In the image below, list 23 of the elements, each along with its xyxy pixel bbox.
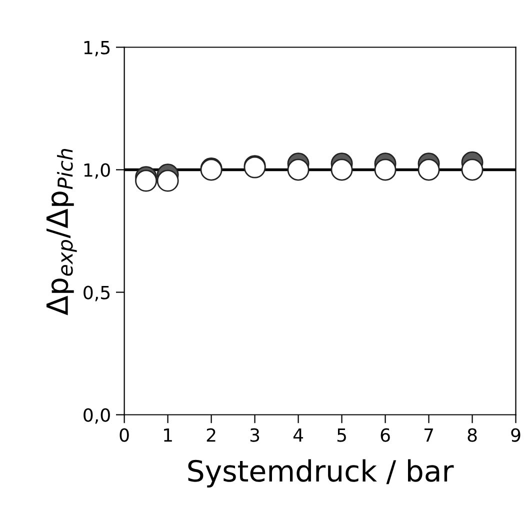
x-tick-label: 4 xyxy=(293,428,304,442)
y-tick-label: 0,5 xyxy=(84,286,110,302)
point xyxy=(461,158,484,181)
x-tick-label: 5 xyxy=(337,428,346,442)
point xyxy=(135,170,158,192)
x-tick-label: 7 xyxy=(424,428,433,442)
x-tick-label: 3 xyxy=(250,428,260,442)
point xyxy=(330,158,353,181)
point xyxy=(287,158,310,181)
x-tick-label: 0 xyxy=(120,428,129,442)
x-tick-label: 9 xyxy=(511,428,520,442)
x-axis-title: Systemdruck / bar xyxy=(188,459,454,488)
y-tick-label: 1,0 xyxy=(84,163,110,179)
x-tick-label: 1 xyxy=(164,428,172,442)
x-tick-label: 8 xyxy=(468,428,477,442)
point xyxy=(156,170,179,192)
point xyxy=(374,158,396,181)
x-tick-label: 6 xyxy=(380,428,390,442)
point xyxy=(418,158,440,181)
y-axis-title: Δp$_{exp}$/Δp$_{Pich}$ xyxy=(46,148,77,316)
y-tick-label: 1,5 xyxy=(84,40,110,56)
x-tick-label: 2 xyxy=(206,428,216,442)
y-tick-label: 0,0 xyxy=(84,408,110,424)
